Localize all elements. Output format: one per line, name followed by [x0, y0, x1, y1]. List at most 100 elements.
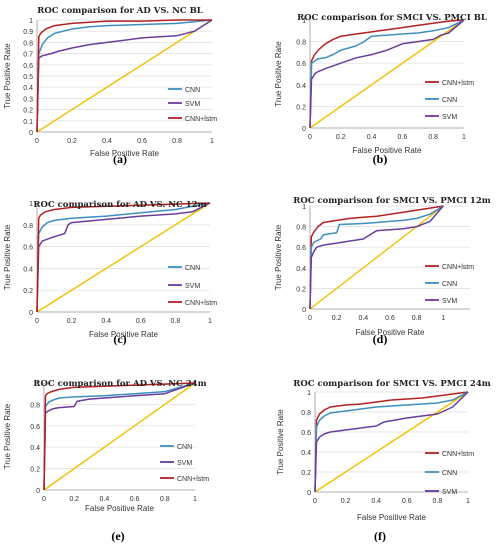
- y-tick-label: 0.2: [23, 288, 33, 295]
- x-tick-label: 0.4: [358, 315, 368, 322]
- y-tick-label: 0: [29, 310, 33, 317]
- x-tick-label: 0.8: [412, 315, 422, 322]
- x-tick-label: 0.2: [336, 134, 346, 141]
- y-tick-label: 0.4: [296, 83, 306, 90]
- y-tick-label: 0: [302, 126, 306, 133]
- x-axis-label: False Positive Rate: [353, 146, 422, 155]
- diagonal-reference-line: [43, 382, 196, 491]
- diagonal-reference-line: [309, 19, 465, 129]
- y-tick-label: 0.2: [30, 467, 40, 474]
- x-tick-label: 0.8: [171, 318, 181, 325]
- legend-label: SVM: [442, 298, 457, 305]
- x-tick-label: 0.8: [172, 138, 182, 145]
- chart-panel: 0 0.2 0.4 0.6 0.8 1 0 0.2 0.4 0.6 0.8 1 CNN SVM CNN+ls…: [3, 379, 209, 543]
- legend-label: CNN+lstm: [442, 264, 474, 271]
- x-tick-label: 0.2: [67, 318, 77, 325]
- legend-label: CNN+lstm: [442, 80, 474, 87]
- chart-title: ROC comparison for SMCI VS. PMCI 24m: [293, 379, 490, 389]
- y-tick-label: 0.6: [296, 61, 306, 68]
- y-tick-label: 0.8: [301, 410, 311, 417]
- roc-line-cnn-lstm: [43, 382, 196, 491]
- x-tick-label: 0.6: [402, 498, 412, 505]
- panel-caption: (e): [111, 529, 124, 543]
- y-tick-label: 1: [29, 201, 33, 208]
- x-axis-label: False Positive Rate: [85, 504, 154, 513]
- y-tick-label: 0.9: [23, 29, 33, 36]
- y-tick-label: 0.4: [301, 450, 311, 457]
- y-axis-label: True Positive Rate: [276, 409, 285, 475]
- diagonal-reference-line: [314, 391, 469, 493]
- panel-caption: (d): [373, 332, 388, 346]
- x-tick-label: 0: [308, 134, 312, 141]
- y-tick-label: 0: [302, 307, 306, 314]
- y-tick-label: 0.3: [23, 96, 33, 103]
- chart-panel: 0 0.1 0.2 0.3 0.4 0.5 0.6 0.7 0.8 0.9 1 0 0.2 0.4 0.6 0…: [3, 6, 217, 166]
- legend-label: CNN: [442, 470, 457, 477]
- y-tick-label: 1: [307, 390, 311, 397]
- legend-label: SVM: [177, 460, 192, 467]
- x-tick-label: 0.2: [332, 315, 342, 322]
- x-tick-label: 0.6: [137, 138, 147, 145]
- x-tick-label: 0.6: [385, 315, 395, 322]
- panel-caption: (b): [373, 152, 388, 166]
- legend-label: CNN: [185, 87, 200, 94]
- legend-label: CNN: [442, 97, 457, 104]
- legend-label: SVM: [185, 101, 200, 108]
- y-tick-label: 0.6: [296, 245, 306, 252]
- chart-panel: 0 0.2 0.4 0.6 0.8 1 0 0.2 0.4 0.6 0.8 1 CNN+lstm CNN S…: [274, 196, 491, 346]
- roc-line-svm: [36, 202, 211, 313]
- roc-line-cnn: [43, 382, 196, 491]
- y-tick-label: 0: [36, 488, 40, 495]
- x-tick-label: 1: [210, 138, 214, 145]
- y-tick-label: 0.6: [23, 245, 33, 252]
- chart-title: ROC comparison for SMCI VS. PMCI BL: [297, 13, 487, 23]
- x-tick-label: 0.4: [367, 134, 377, 141]
- y-tick-label: 0.7: [23, 52, 33, 59]
- diagonal-reference-line: [36, 202, 211, 313]
- x-tick-label: 0.8: [160, 496, 170, 503]
- x-tick-label: 0.2: [67, 138, 77, 145]
- x-tick-label: 0.8: [428, 134, 438, 141]
- y-tick-label: 1: [302, 204, 306, 211]
- legend-label: SVM: [442, 489, 457, 496]
- x-tick-label: 0.4: [101, 318, 111, 325]
- roc-line-cnn-lstm: [36, 19, 212, 133]
- x-axis-label: False Positive Rate: [90, 149, 159, 158]
- y-tick-label: 1: [29, 18, 33, 25]
- x-tick-label: 0: [35, 138, 39, 145]
- x-tick-label: 0.8: [433, 498, 443, 505]
- legend-label: CNN+lstm: [185, 300, 217, 307]
- roc-line-svm: [309, 205, 444, 310]
- x-axis-label: False Positive Rate: [356, 328, 425, 337]
- x-tick-label: 0.6: [398, 134, 408, 141]
- y-tick-label: 0.8: [296, 225, 306, 232]
- legend-label: CNN: [177, 444, 192, 451]
- legend-label: CNN+lstm: [185, 116, 217, 123]
- x-tick-label: 0: [35, 318, 39, 325]
- y-tick-label: 0.4: [23, 266, 33, 273]
- chart-title: ROC comparison for AD VS. NC 12m: [33, 200, 206, 210]
- y-tick-label: 0.6: [30, 424, 40, 431]
- roc-line-cnn-lstm: [314, 391, 469, 493]
- roc-line-cnn-lstm: [309, 19, 465, 129]
- roc-line-cnn-lstm: [36, 202, 211, 313]
- legend-label: SVM: [442, 114, 457, 121]
- roc-line-cnn: [309, 19, 465, 129]
- x-tick-label: 0.4: [100, 496, 110, 503]
- y-tick-label: 0: [307, 490, 311, 497]
- x-tick-label: 0.2: [69, 496, 79, 503]
- y-tick-label: 0.8: [30, 402, 40, 409]
- x-tick-label: 1: [462, 134, 466, 141]
- y-tick-label: 0.5: [23, 74, 33, 81]
- x-tick-label: 0.6: [130, 496, 140, 503]
- chart-title: ROC comparison for AD VS. NC 24m: [33, 379, 206, 389]
- roc-line-cnn: [36, 19, 213, 133]
- x-tick-label: 1: [208, 318, 212, 325]
- chart-title: ROC comparison for AD VS. NC BL: [37, 6, 202, 16]
- x-tick-label: 0: [313, 498, 317, 505]
- y-tick-label: 1: [36, 381, 40, 388]
- x-tick-label: 1: [466, 498, 470, 505]
- roc-line-cnn: [314, 391, 469, 493]
- x-tick-label: 0: [308, 315, 312, 322]
- chart-title: ROC comparison for SMCI VS. PMCI 12m: [293, 196, 490, 206]
